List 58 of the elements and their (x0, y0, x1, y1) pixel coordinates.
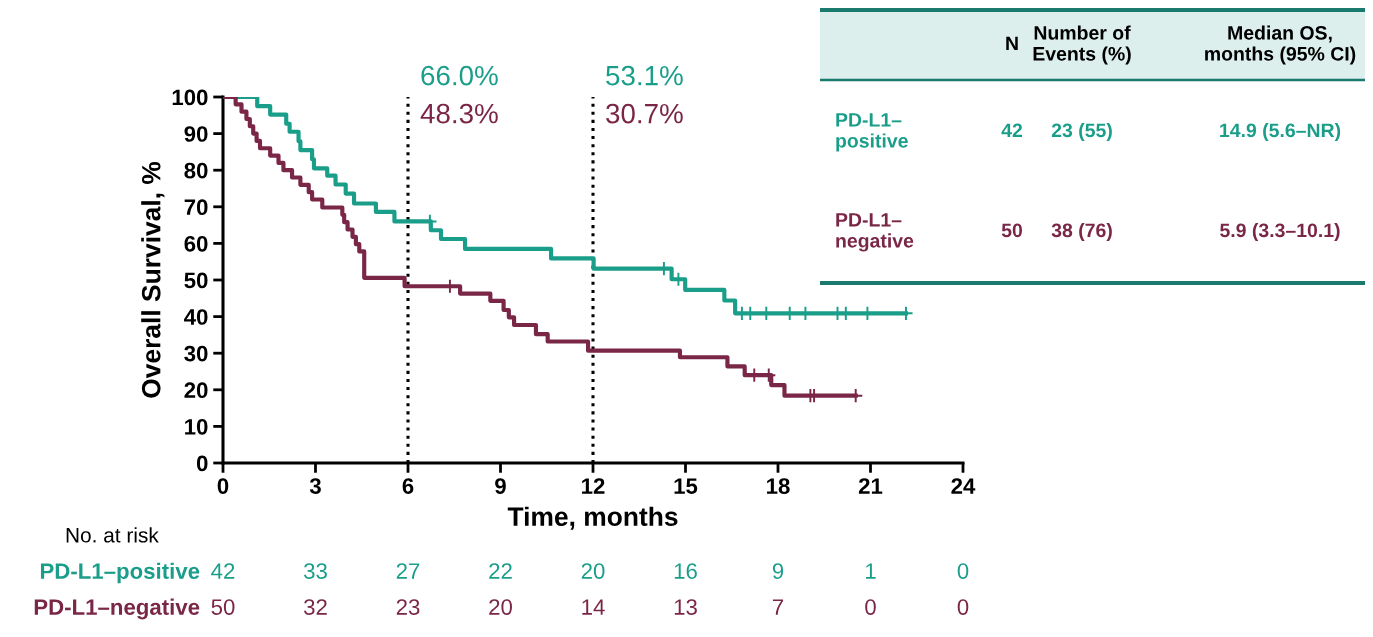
y-tick-label: 20 (184, 382, 208, 399)
text: Median OS, months (95% CI) (1205, 25, 1356, 65)
text: 50 (1001, 223, 1023, 238)
y-tick-label: 70 (184, 199, 208, 216)
text: 5.9 (3.3–10.1) (1220, 222, 1340, 242)
text: 7 (772, 599, 784, 615)
x-tick-label: 21 (858, 478, 883, 494)
text: N (1006, 36, 1018, 51)
text: 50 (211, 599, 235, 615)
x-tick-label: 3 (309, 478, 321, 494)
x-tick-label: 12 (582, 478, 605, 494)
annotation: PD-L1– negative (836, 213, 914, 252)
text: 0 (865, 599, 876, 615)
text: 9 (772, 563, 784, 579)
text: 23 (396, 599, 420, 615)
y-tick-label: 100 (172, 89, 208, 106)
text: 42 (211, 563, 235, 579)
text: 53.1% (606, 65, 683, 86)
y-tick-label: 30 (184, 345, 208, 362)
y-axis-title: Overall Survival, % (141, 161, 165, 398)
y-tick-label: 0 (196, 455, 208, 472)
text: 16 (674, 563, 697, 579)
text: Number of Events (%) (1033, 25, 1131, 65)
y-tick-label: 60 (184, 235, 208, 252)
x-tick-label: 9 (495, 478, 506, 494)
y-tick-label: 50 (184, 272, 208, 289)
text: 13 (674, 599, 697, 615)
text: 14.9 (5.6–NR) (1220, 122, 1341, 142)
annotation: PD-L1– positive (836, 113, 908, 152)
text: 32 (303, 599, 327, 615)
x-tick-label: 24 (951, 478, 976, 494)
x-tick-label: 18 (767, 478, 790, 494)
text: PD-L1–negative (34, 598, 200, 620)
text: 14 (582, 599, 605, 615)
y-tick-label: 80 (184, 162, 208, 179)
x-tick-label: 15 (674, 478, 698, 494)
text: 33 (303, 563, 327, 579)
text: 22 (489, 563, 512, 579)
text: 0 (957, 599, 969, 615)
text: 20 (581, 563, 605, 579)
y-tick-label: 10 (185, 418, 208, 435)
text: PD-L1–positive (40, 562, 200, 584)
annotation: 48.3% (420, 103, 498, 124)
text: 66.0% (421, 65, 498, 86)
x-tick-label: 0 (217, 478, 229, 494)
x-axis-title: Time, months (507, 506, 678, 530)
text: 42 (1001, 123, 1023, 138)
text: No. at risk (66, 527, 159, 543)
y-tick-label: 90 (184, 126, 208, 142)
text: 1 (866, 563, 876, 579)
text: 38 (76) (1051, 222, 1112, 242)
annotation: 30.7% (606, 103, 683, 124)
x-tick-label: 6 (402, 478, 414, 494)
text: 20 (489, 599, 512, 615)
y-tick-label: 40 (184, 309, 208, 325)
text: 27 (396, 563, 420, 579)
text: 23 (55) (1051, 122, 1112, 142)
text: 0 (957, 563, 969, 579)
